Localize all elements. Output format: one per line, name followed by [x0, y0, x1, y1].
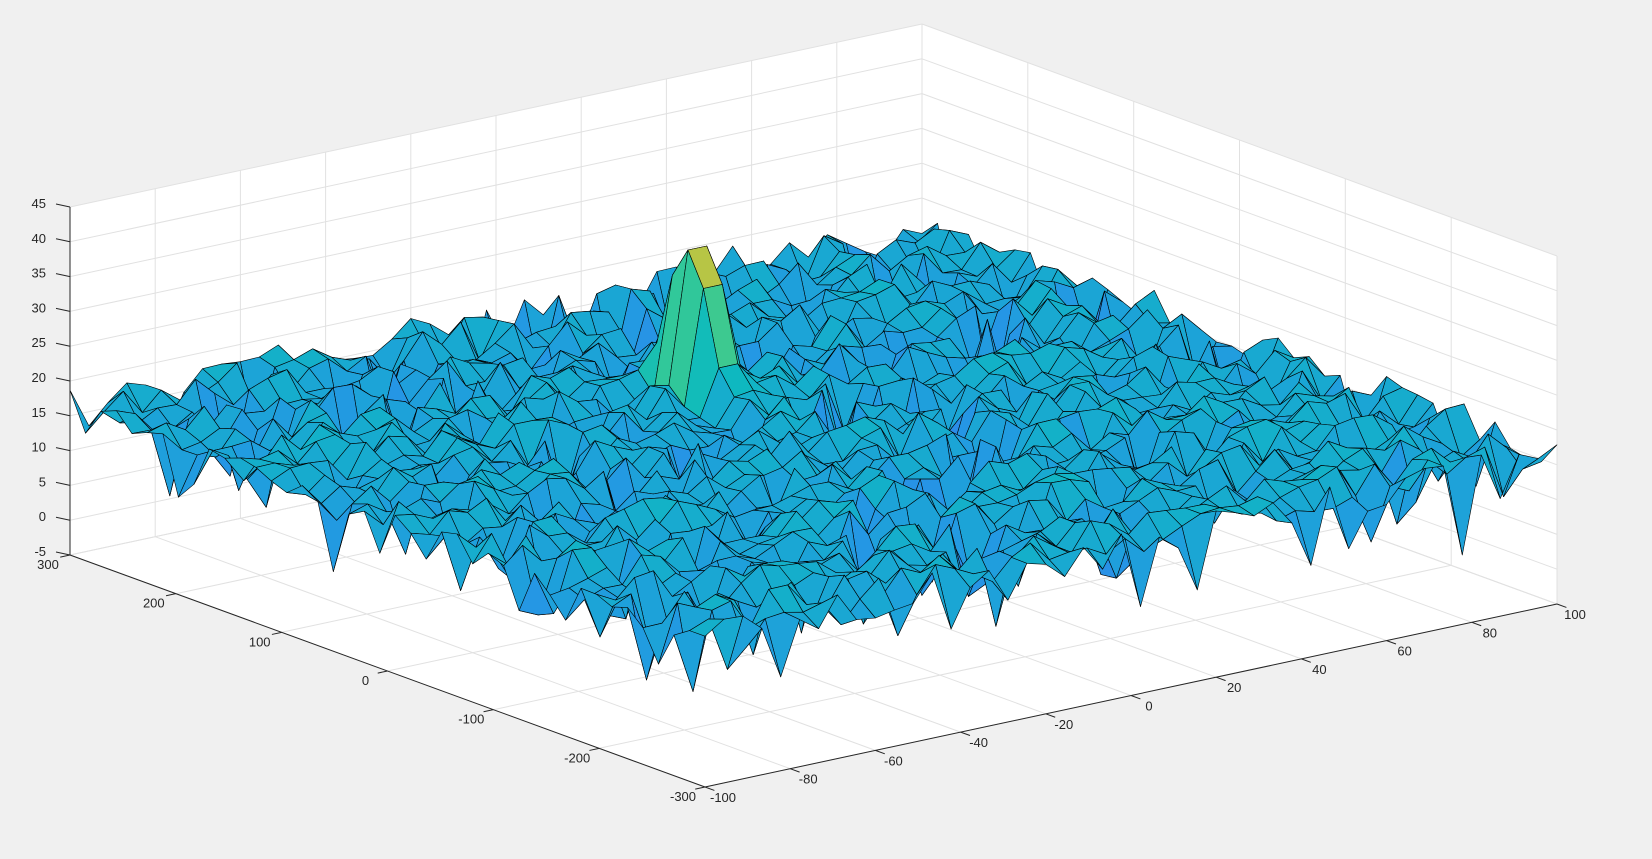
y-tick-label: 200: [143, 596, 165, 611]
z-tick: [55, 412, 71, 417]
x-tick-label: 80: [1483, 625, 1497, 640]
x-tick: [960, 731, 971, 737]
x-tick: [875, 749, 885, 755]
x-tick-label: -20: [1054, 717, 1073, 732]
z-tick-label: 5: [39, 474, 46, 489]
z-tick: [55, 307, 71, 312]
x-tick-labels: -100 -80 -60 -40 -20 0 20 40 60 80 100: [710, 607, 1586, 805]
z-tick: [55, 273, 71, 278]
x-tick-label: 0: [1145, 699, 1152, 714]
z-tick: [55, 551, 71, 556]
z-tick-label: 10: [32, 440, 46, 455]
z-tick-label: -5: [34, 544, 46, 559]
surface-face: [689, 618, 725, 637]
z-tick-label: 15: [32, 405, 46, 420]
z-tick: [55, 481, 71, 486]
z-tick: [55, 203, 71, 208]
x-tick: [704, 786, 715, 791]
z-tick: [55, 447, 71, 452]
x-tick: [1045, 713, 1056, 718]
y-tick-label: 100: [249, 634, 271, 649]
x-tick: [1301, 658, 1311, 663]
x-tick: [1471, 621, 1482, 627]
z-tick: [55, 342, 71, 347]
z-tick: [55, 516, 71, 521]
z-tick-label: 45: [32, 196, 46, 211]
z-tick-label: 40: [32, 231, 46, 246]
x-tick-label: -40: [969, 735, 988, 750]
tick-marks: [55, 203, 1567, 791]
z-tick: [55, 377, 71, 382]
y-tick: [589, 747, 600, 751]
y-tick-label: -100: [458, 712, 484, 727]
x-tick-label: -100: [710, 790, 736, 805]
z-tick-label: 30: [32, 300, 46, 315]
x-tick: [1130, 695, 1141, 700]
z-tick-label: 0: [39, 509, 46, 524]
x-tick-label: -60: [884, 753, 903, 768]
y-tick-label: 0: [362, 673, 369, 688]
z-tick: [55, 238, 71, 243]
z-tick-labels: -5 0 5 10 15 20 25 30 35 40 45: [32, 196, 46, 559]
y-tick-labels: -300 -200 -100 0 100 200 300: [37, 557, 696, 804]
x-tick: [1556, 603, 1567, 608]
y-tick-label: -300: [670, 789, 696, 804]
x-tick-label: 100: [1564, 607, 1586, 622]
x-tick-label: 20: [1227, 680, 1241, 695]
x-tick: [1386, 640, 1397, 645]
y-tick: [377, 670, 388, 674]
y-tick-label: -200: [564, 750, 590, 765]
y-tick: [695, 786, 706, 790]
x-tick-label: 40: [1312, 662, 1326, 677]
x-tick-label: 60: [1397, 644, 1411, 659]
x-tick: [790, 768, 800, 773]
z-tick-label: 20: [32, 370, 46, 385]
x-tick: [1216, 676, 1226, 682]
y-tick-label: 300: [37, 557, 59, 572]
y-tick: [60, 554, 71, 558]
x-tick-label: -80: [799, 772, 818, 787]
y-tick: [165, 593, 176, 597]
y-tick: [271, 631, 282, 635]
y-tick: [483, 709, 494, 713]
surface-mesh: [69, 223, 1558, 692]
z-tick-label: 35: [32, 266, 46, 281]
z-tick-label: 25: [32, 335, 46, 350]
